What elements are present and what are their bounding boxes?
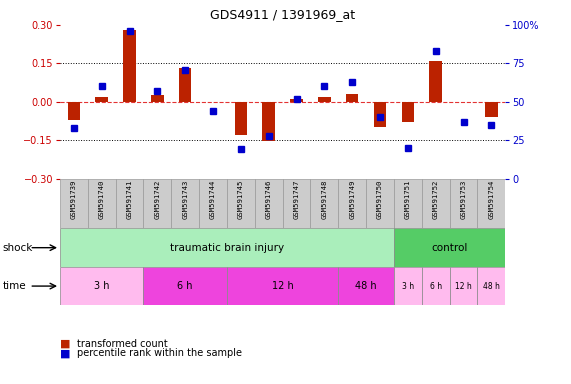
Text: 3 h: 3 h: [402, 281, 414, 291]
Bar: [401, 102, 414, 122]
Bar: [151, 95, 164, 102]
Bar: [394, 228, 505, 267]
Text: GSM591750: GSM591750: [377, 180, 383, 219]
Text: GSM591744: GSM591744: [210, 180, 216, 219]
Text: ■: ■: [60, 348, 70, 358]
Bar: [429, 61, 442, 102]
Bar: [485, 102, 498, 117]
Text: shock: shock: [3, 243, 33, 253]
Text: 12 h: 12 h: [455, 281, 472, 291]
Bar: [366, 179, 394, 228]
Bar: [338, 267, 394, 305]
Bar: [67, 102, 80, 120]
Bar: [255, 179, 283, 228]
Text: percentile rank within the sample: percentile rank within the sample: [77, 348, 242, 358]
Text: traumatic brain injury: traumatic brain injury: [170, 243, 284, 253]
Text: GSM591751: GSM591751: [405, 180, 411, 219]
Bar: [235, 102, 247, 135]
Bar: [60, 267, 143, 305]
Bar: [60, 179, 88, 228]
Bar: [422, 179, 450, 228]
Text: GDS4911 / 1391969_at: GDS4911 / 1391969_at: [210, 8, 355, 21]
Text: GSM591746: GSM591746: [266, 180, 272, 219]
Bar: [311, 179, 338, 228]
Text: transformed count: transformed count: [77, 339, 168, 349]
Bar: [95, 97, 108, 102]
Text: 48 h: 48 h: [355, 281, 377, 291]
Text: GSM591754: GSM591754: [488, 180, 494, 219]
Text: GSM591742: GSM591742: [154, 180, 160, 219]
Bar: [374, 102, 387, 127]
Text: GSM591748: GSM591748: [321, 180, 327, 219]
Bar: [318, 97, 331, 102]
Text: 6 h: 6 h: [178, 281, 193, 291]
Bar: [422, 267, 450, 305]
Bar: [227, 267, 338, 305]
Bar: [88, 179, 115, 228]
Bar: [199, 179, 227, 228]
Bar: [450, 179, 477, 228]
Bar: [60, 228, 394, 267]
Bar: [123, 30, 136, 102]
Text: GSM591743: GSM591743: [182, 180, 188, 219]
Text: GSM591749: GSM591749: [349, 180, 355, 219]
Text: GSM591752: GSM591752: [433, 180, 439, 219]
Text: GSM591740: GSM591740: [99, 180, 104, 219]
Text: time: time: [3, 281, 26, 291]
Text: control: control: [432, 243, 468, 253]
Text: GSM591753: GSM591753: [461, 180, 467, 219]
Bar: [115, 179, 143, 228]
Text: 6 h: 6 h: [430, 281, 442, 291]
Text: GSM591745: GSM591745: [238, 180, 244, 219]
Bar: [450, 267, 477, 305]
Text: GSM591747: GSM591747: [293, 180, 300, 219]
Bar: [394, 267, 422, 305]
Bar: [143, 179, 171, 228]
Bar: [283, 179, 311, 228]
Bar: [171, 179, 199, 228]
Text: ■: ■: [60, 339, 70, 349]
Bar: [346, 94, 359, 102]
Bar: [477, 267, 505, 305]
Bar: [227, 179, 255, 228]
Text: 48 h: 48 h: [483, 281, 500, 291]
Text: GSM591739: GSM591739: [71, 180, 77, 219]
Bar: [290, 99, 303, 102]
Text: 12 h: 12 h: [272, 281, 293, 291]
Bar: [338, 179, 366, 228]
Bar: [143, 267, 227, 305]
Text: 3 h: 3 h: [94, 281, 110, 291]
Text: GSM591741: GSM591741: [127, 180, 132, 219]
Bar: [263, 102, 275, 141]
Bar: [394, 179, 422, 228]
Bar: [477, 179, 505, 228]
Bar: [179, 68, 191, 102]
